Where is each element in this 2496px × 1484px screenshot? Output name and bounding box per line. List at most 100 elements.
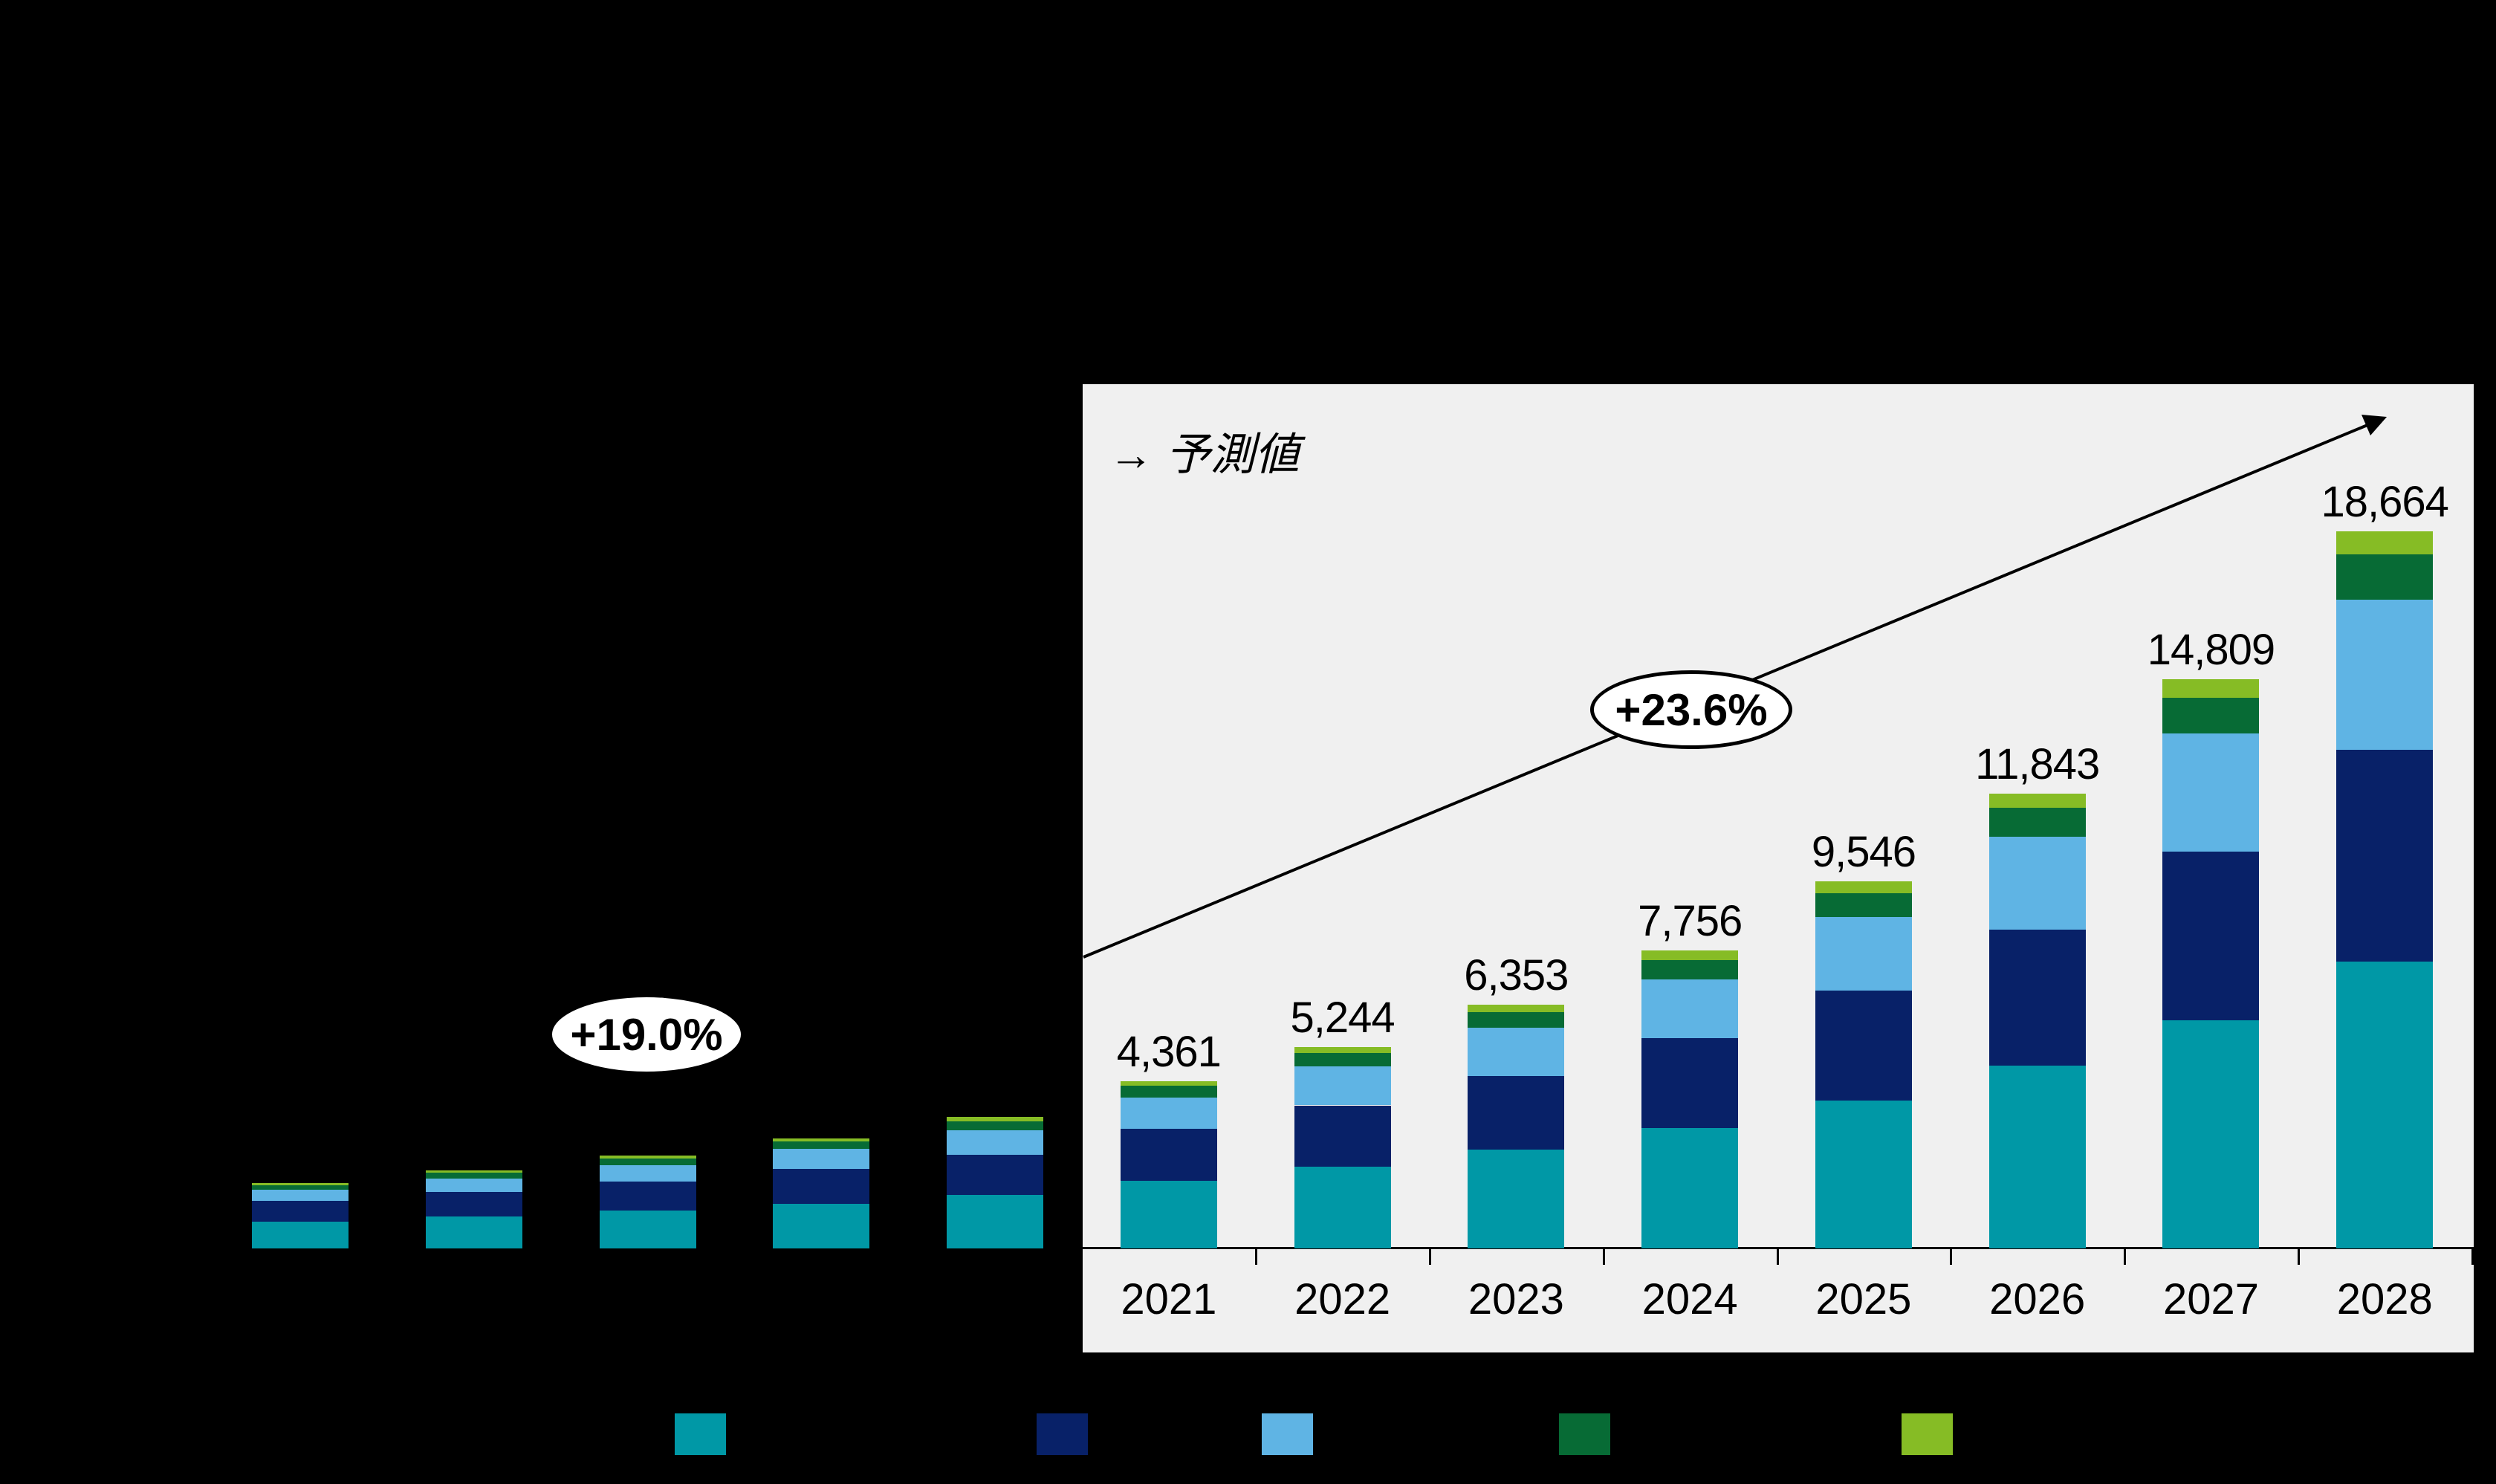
- cagr-forecast-badge: +23.6%: [1590, 670, 1792, 749]
- bar-segment-dark-blue: [1468, 1075, 1565, 1150]
- x-axis-year-label: 2026: [1989, 1275, 2086, 1323]
- bar-segment-teal: [947, 1195, 1044, 1248]
- bar-segment-dark-green: [1815, 892, 1912, 917]
- bar-value-label: 18,664: [2321, 478, 2449, 526]
- bar-segment-green: [1120, 1080, 1217, 1086]
- bar-segment-green: [1294, 1046, 1391, 1054]
- x-axis-year-label: 2025: [1815, 1275, 1912, 1323]
- bar-segment-light-blue: [1815, 916, 1912, 991]
- bar-value-label: 5,244: [1290, 993, 1396, 1042]
- bar-segment-light-blue: [1988, 837, 2086, 930]
- bar-segment-light-blue: [252, 1189, 349, 1202]
- bar-segment-dark-blue: [425, 1192, 522, 1217]
- bar-segment-teal: [1815, 1101, 1912, 1248]
- bar-segment-dark-blue: [773, 1169, 870, 1204]
- bar-segment-light-blue: [947, 1130, 1044, 1155]
- bar-segment-green: [1641, 950, 1739, 960]
- bar-segment-dark-green: [1641, 959, 1739, 979]
- bar-segment-green: [773, 1138, 870, 1142]
- x-axis-year-label: 2028: [2336, 1275, 2433, 1323]
- bar-value-label: 4,361: [1116, 1027, 1222, 1076]
- bar-segment-dark-blue: [947, 1154, 1044, 1196]
- x-axis-year-label: 2023: [1468, 1275, 1564, 1323]
- legend-swatch-green: [1902, 1413, 1953, 1455]
- axis-tick: [1950, 1249, 1953, 1265]
- bar-value-label: 7,756: [1638, 896, 1743, 945]
- axis-tick: [1602, 1249, 1605, 1265]
- bar-value-label: 9,546: [1811, 828, 1916, 877]
- bar-segment-dark-green: [1120, 1086, 1217, 1098]
- bar-segment-dark-green: [947, 1121, 1044, 1130]
- legend-swatch-teal: [675, 1413, 726, 1455]
- bar-segment-dark-blue: [1294, 1105, 1391, 1167]
- bar-segment-green: [599, 1156, 696, 1159]
- bar-segment-green: [947, 1117, 1044, 1121]
- x-axis-year-label: 2022: [1294, 1275, 1391, 1323]
- bar-segment-light-blue: [773, 1149, 870, 1170]
- bar-segment-light-blue: [1294, 1066, 1391, 1106]
- legend-swatch-dark-blue: [1037, 1413, 1088, 1455]
- bar-segment-green: [1988, 793, 2086, 809]
- bar-segment-dark-green: [773, 1141, 870, 1150]
- bar-segment-green: [2162, 679, 2260, 698]
- axis-tick: [2471, 1249, 2474, 1265]
- x-axis-year-label: 2027: [2162, 1275, 2259, 1323]
- bar-segment-dark-blue: [2162, 851, 2260, 1021]
- bar-segment-green: [252, 1183, 349, 1185]
- bar-segment-dark-blue: [599, 1182, 696, 1211]
- cagr-historical-badge: +19.0%: [552, 997, 741, 1072]
- legend-swatch-dark-green: [1559, 1413, 1610, 1455]
- bar-segment-green: [1815, 881, 1912, 893]
- axis-tick: [1776, 1249, 1779, 1265]
- cagr-forecast-text: +23.6%: [1615, 684, 1768, 735]
- bar-segment-teal: [1294, 1167, 1391, 1248]
- bar-segment-light-blue: [425, 1178, 522, 1193]
- bar-segment-dark-blue: [1988, 930, 2086, 1066]
- bar-segment-teal: [773, 1203, 870, 1248]
- bar-segment-light-blue: [1641, 979, 1739, 1039]
- bar-segment-dark-blue: [1641, 1038, 1739, 1129]
- legend-swatch-light-blue: [1262, 1413, 1313, 1455]
- axis-tick: [2297, 1249, 2300, 1265]
- bar-segment-light-blue: [2336, 599, 2434, 751]
- bar-segment-light-blue: [1120, 1097, 1217, 1130]
- bar-segment-light-blue: [599, 1164, 696, 1182]
- bar-segment-dark-green: [599, 1159, 696, 1165]
- bar-value-label: 14,809: [2147, 626, 2275, 675]
- cagr-historical-text: +19.0%: [570, 1009, 723, 1060]
- bar-segment-teal: [1641, 1128, 1739, 1248]
- bar-segment-green: [1468, 1004, 1565, 1012]
- bar-segment-dark-blue: [1120, 1129, 1217, 1181]
- bar-segment-green: [425, 1170, 522, 1173]
- x-axis-year-label: 2024: [1641, 1275, 1738, 1323]
- bar-segment-teal: [2162, 1020, 2260, 1248]
- bar-segment-dark-green: [1988, 808, 2086, 837]
- bar-value-label: 11,843: [1975, 739, 2100, 788]
- bar-segment-dark-green: [2336, 554, 2434, 600]
- bar-segment-dark-green: [1294, 1053, 1391, 1067]
- bar-segment-teal: [1468, 1150, 1565, 1248]
- axis-tick: [1429, 1249, 1432, 1265]
- bar-segment-teal: [1120, 1180, 1217, 1248]
- bar-segment-teal: [1988, 1066, 2086, 1248]
- x-axis-line: [1083, 1247, 2474, 1249]
- bar-segment-dark-blue: [252, 1201, 349, 1222]
- bar-segment-teal: [425, 1216, 522, 1248]
- bar-segment-green: [2336, 531, 2434, 554]
- bar-segment-dark-green: [2162, 697, 2260, 734]
- forecast-note-label: → 予測値: [1109, 430, 1300, 479]
- bar-segment-light-blue: [2162, 733, 2260, 852]
- bar-segment-teal: [599, 1211, 696, 1248]
- bar-segment-teal: [252, 1222, 349, 1248]
- bar-segment-light-blue: [1468, 1028, 1565, 1076]
- axis-tick: [2124, 1249, 2127, 1265]
- bar-segment-teal: [2336, 961, 2434, 1248]
- x-axis-year-label: 2021: [1121, 1275, 1217, 1323]
- bar-segment-dark-blue: [1815, 991, 1912, 1101]
- bar-segment-dark-green: [252, 1185, 349, 1190]
- bar-segment-dark-green: [1468, 1011, 1565, 1028]
- axis-tick: [1255, 1249, 1258, 1265]
- bar-segment-dark-green: [425, 1173, 522, 1179]
- bar-segment-dark-blue: [2336, 750, 2434, 962]
